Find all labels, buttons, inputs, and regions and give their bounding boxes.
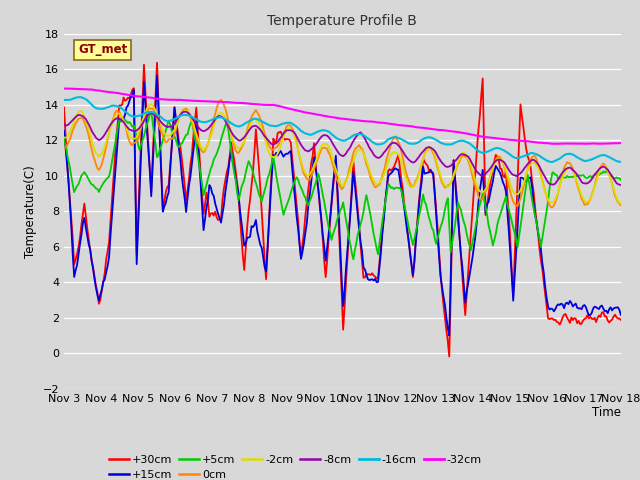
- +15cm: [616, 307, 623, 312]
- 0cm: [217, 97, 225, 103]
- +5cm: [79, 171, 87, 177]
- -2cm: [147, 101, 155, 107]
- +15cm: [543, 295, 550, 301]
- -16cm: [616, 159, 623, 165]
- -32cm: [616, 140, 623, 146]
- -2cm: [541, 189, 549, 194]
- +15cm: [97, 292, 104, 298]
- -16cm: [60, 97, 68, 103]
- -8cm: [182, 109, 190, 115]
- -2cm: [617, 201, 625, 206]
- 0cm: [548, 204, 556, 210]
- +5cm: [97, 186, 104, 192]
- +5cm: [348, 251, 356, 256]
- Line: -16cm: -16cm: [64, 97, 621, 162]
- +30cm: [445, 354, 453, 360]
- 0cm: [541, 189, 549, 194]
- +30cm: [79, 211, 87, 217]
- -2cm: [60, 134, 68, 140]
- 0cm: [617, 203, 625, 208]
- +15cm: [460, 282, 468, 288]
- -8cm: [60, 122, 68, 128]
- +5cm: [616, 175, 623, 181]
- +30cm: [97, 297, 104, 302]
- +30cm: [60, 105, 68, 110]
- -32cm: [98, 88, 106, 94]
- Line: -2cm: -2cm: [64, 104, 621, 204]
- Title: Temperature Profile B: Temperature Profile B: [268, 14, 417, 28]
- -2cm: [614, 198, 621, 204]
- +15cm: [60, 128, 68, 133]
- +5cm: [543, 208, 550, 214]
- -8cm: [97, 137, 104, 143]
- +30cm: [348, 184, 356, 190]
- 0cm: [348, 156, 356, 162]
- Line: -32cm: -32cm: [64, 88, 621, 144]
- +15cm: [445, 333, 453, 338]
- -8cm: [458, 151, 466, 157]
- +30cm: [616, 316, 623, 322]
- -32cm: [550, 141, 558, 147]
- Line: +5cm: +5cm: [64, 111, 621, 259]
- -32cm: [348, 117, 356, 123]
- -16cm: [98, 106, 106, 112]
- +15cm: [79, 220, 87, 226]
- +15cm: [348, 190, 356, 196]
- -2cm: [348, 163, 356, 168]
- -16cm: [76, 94, 84, 100]
- Line: +30cm: +30cm: [64, 63, 621, 357]
- +30cm: [153, 60, 161, 66]
- +30cm: [617, 317, 625, 323]
- X-axis label: Time: Time: [592, 407, 621, 420]
- -32cm: [617, 140, 625, 146]
- 0cm: [458, 153, 466, 159]
- +15cm: [153, 73, 161, 79]
- +5cm: [617, 177, 625, 183]
- -8cm: [541, 175, 549, 180]
- Legend: +30cm, +15cm, +5cm, 0cm, -2cm, -8cm, -16cm, -32cm: +30cm, +15cm, +5cm, 0cm, -2cm, -8cm, -16…: [109, 455, 482, 480]
- Line: -8cm: -8cm: [64, 112, 621, 185]
- -16cm: [541, 157, 549, 163]
- +30cm: [543, 303, 550, 309]
- +5cm: [147, 108, 155, 114]
- -32cm: [541, 140, 549, 146]
- -32cm: [61, 85, 69, 91]
- -32cm: [60, 86, 68, 92]
- 0cm: [616, 201, 623, 206]
- -2cm: [79, 111, 87, 117]
- -16cm: [348, 133, 356, 139]
- -2cm: [97, 152, 104, 158]
- -8cm: [617, 182, 625, 188]
- -2cm: [458, 150, 466, 156]
- -8cm: [79, 113, 87, 119]
- -32cm: [81, 86, 88, 92]
- +5cm: [460, 219, 468, 225]
- -32cm: [458, 130, 466, 136]
- -8cm: [614, 181, 621, 187]
- Text: GT_met: GT_met: [78, 43, 127, 56]
- 0cm: [60, 145, 68, 151]
- 0cm: [97, 165, 104, 170]
- Y-axis label: Temperature(C): Temperature(C): [24, 165, 37, 258]
- -16cm: [81, 96, 88, 101]
- Line: 0cm: 0cm: [64, 100, 621, 207]
- +5cm: [349, 256, 357, 262]
- -16cm: [458, 138, 466, 144]
- +5cm: [60, 136, 68, 142]
- 0cm: [79, 116, 87, 121]
- -16cm: [547, 159, 555, 165]
- +30cm: [460, 293, 468, 299]
- +15cm: [617, 312, 625, 318]
- Line: +15cm: +15cm: [64, 76, 621, 336]
- -16cm: [617, 159, 625, 165]
- -8cm: [348, 141, 356, 147]
